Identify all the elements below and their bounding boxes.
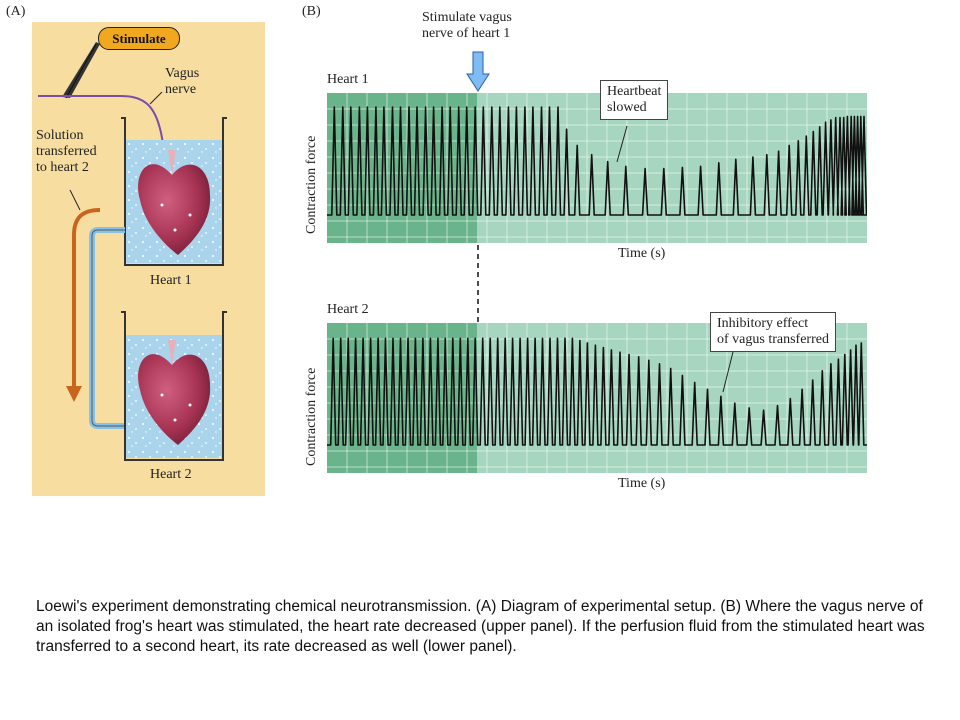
stimulate-button[interactable]: Stimulate <box>98 27 180 50</box>
panel-a-label: (A) <box>6 4 26 19</box>
panel-b-label: (B) <box>302 4 321 19</box>
stimulator-electrode <box>62 42 100 99</box>
vagus-nerve-label: Vagus nerve <box>165 66 200 97</box>
stimulus-label: Stimulate vagus nerve of heart 1 <box>422 10 512 41</box>
transfer-arrow <box>66 208 101 402</box>
trace-2-chart <box>327 323 867 473</box>
trace-1-title: Heart 1 <box>327 72 369 87</box>
solution-transferred-label: Solution transferred to heart 2 <box>36 128 97 175</box>
trace-2-xlabel: Time (s) <box>618 476 666 491</box>
trace-2-waveform <box>327 337 867 446</box>
trace-1-chart <box>327 93 867 243</box>
trace-1-ylabel: Contraction force <box>304 135 319 234</box>
heart-1-illustration <box>138 150 211 255</box>
heart-1-label: Heart 1 <box>150 273 192 288</box>
trace-2-title: Heart 2 <box>327 302 369 317</box>
trace-1-waveform <box>327 106 867 216</box>
heartbeat-slowed-callout: Heartbeat slowed <box>600 80 669 120</box>
solution-pointer <box>69 189 81 211</box>
stimulus-arrow <box>466 51 490 92</box>
trace-1-xlabel: Time (s) <box>618 246 666 261</box>
heart-2-illustration <box>138 340 211 445</box>
trace-2-ylabel: Contraction force <box>304 367 319 466</box>
heart-2-label: Heart 2 <box>150 467 192 482</box>
vagus-pointer <box>149 91 163 105</box>
setup-diagram <box>38 42 227 461</box>
transfer-tube <box>89 227 125 429</box>
figure-caption: Loewi's experiment demonstrating chemica… <box>36 598 925 655</box>
inhibitory-effect-callout: Inhibitory effect of vagus transferred <box>710 312 836 352</box>
